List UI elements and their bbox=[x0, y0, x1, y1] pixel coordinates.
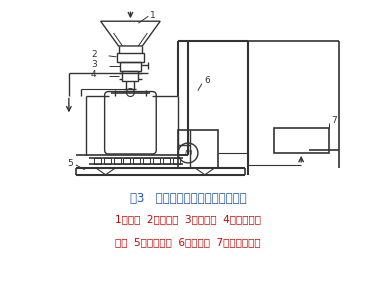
Text: 4: 4 bbox=[91, 70, 97, 79]
Text: 2: 2 bbox=[91, 50, 97, 59]
Bar bbox=[153, 158, 160, 164]
Text: 1．料仓  2．进料阀  3．采样口  4．充气和除: 1．料仓 2．进料阀 3．采样口 4．充气和除 bbox=[115, 214, 261, 224]
Bar bbox=[116, 53, 144, 62]
Bar bbox=[274, 128, 329, 153]
Bar bbox=[173, 158, 180, 164]
Text: 7: 7 bbox=[331, 116, 337, 125]
Text: m: m bbox=[184, 148, 192, 158]
Bar bbox=[143, 158, 150, 164]
Bar bbox=[133, 158, 140, 164]
Bar bbox=[113, 158, 121, 164]
Bar bbox=[123, 71, 138, 81]
Bar bbox=[178, 130, 218, 168]
Text: 1: 1 bbox=[150, 11, 156, 20]
Bar bbox=[124, 158, 130, 164]
Text: 尘口  5．称量平台  6．升降架  7．称重控制器: 尘口 5．称量平台 6．升降架 7．称重控制器 bbox=[115, 237, 261, 247]
Bar bbox=[120, 62, 141, 71]
Text: 3: 3 bbox=[91, 60, 97, 69]
Bar bbox=[104, 158, 110, 164]
Bar bbox=[163, 158, 170, 164]
Text: 6: 6 bbox=[204, 76, 210, 85]
Text: 5: 5 bbox=[67, 159, 73, 168]
Text: 图3   毛重下称重式包装机基本组成: 图3 毛重下称重式包装机基本组成 bbox=[130, 192, 246, 205]
Bar bbox=[94, 158, 101, 164]
